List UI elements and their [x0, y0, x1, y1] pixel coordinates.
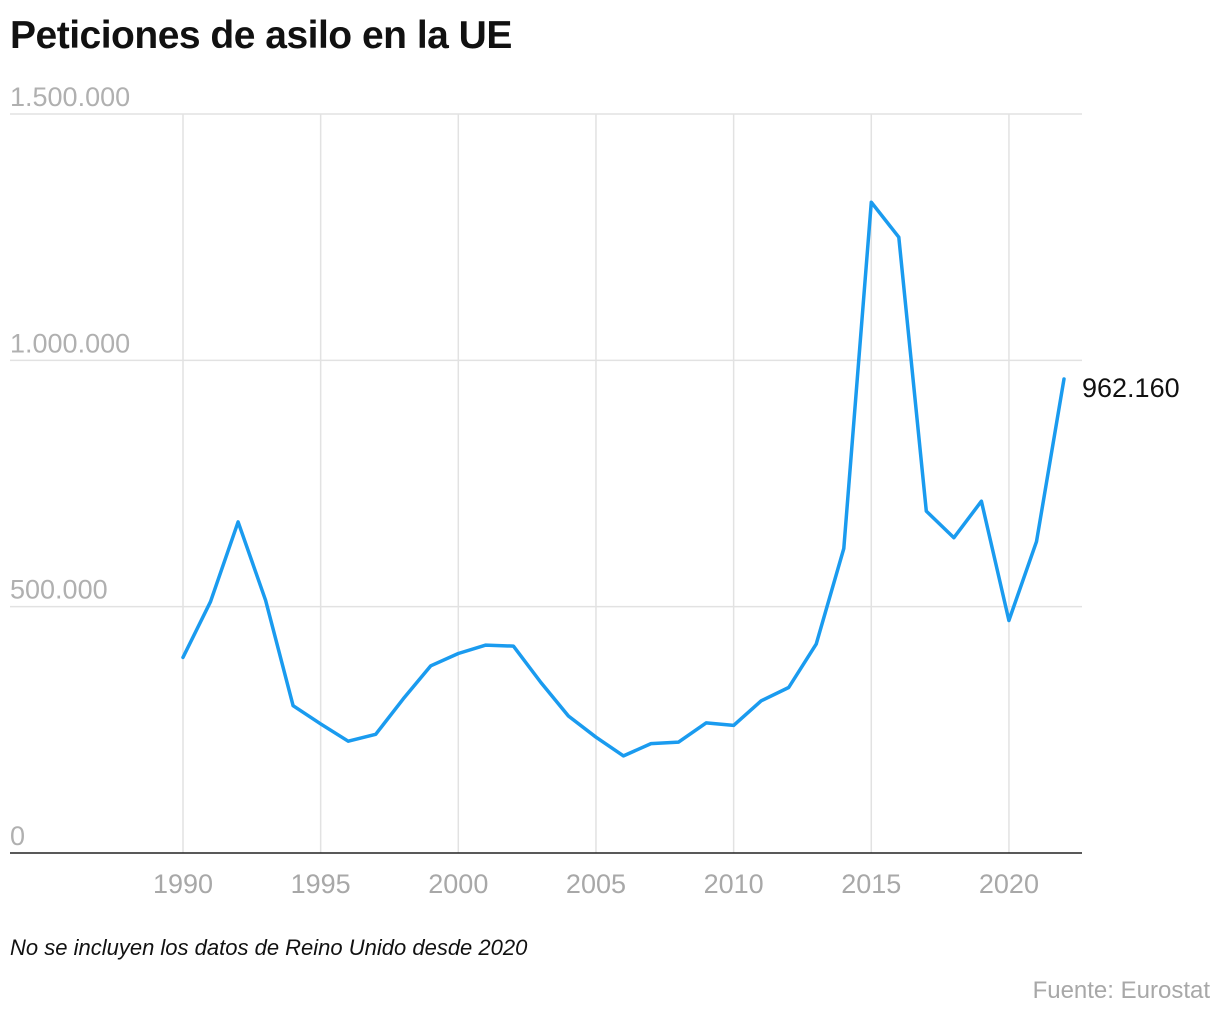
y-tick-label: 1.500.000 — [10, 82, 130, 112]
y-tick-label: 0 — [10, 821, 25, 851]
y-tick-label: 500.000 — [10, 575, 108, 605]
x-tick-label: 2015 — [841, 869, 901, 899]
y-axis-tick-labels: 0 500.000 1.000.000 1.500.000 — [10, 82, 130, 851]
x-tick-label: 1995 — [291, 869, 351, 899]
chart-title: Peticiones de asilo en la UE — [10, 14, 512, 57]
series-line-asylum-requests — [181, 200, 1066, 758]
end-value-label: 962.160 — [1082, 373, 1180, 403]
source-credit: Fuente: Eurostat — [1032, 977, 1210, 1004]
x-gridlines — [182, 114, 1010, 853]
footnote: No se incluyen los datos de Reino Unido … — [10, 935, 528, 960]
y-tick-label: 1.000.000 — [10, 328, 130, 358]
x-axis-tick-labels: 1990 1995 2000 2005 2010 2015 2020 — [153, 869, 1039, 899]
y-gridlines — [10, 113, 1082, 608]
x-tick-label: 2010 — [704, 869, 764, 899]
x-tick-label: 2005 — [566, 869, 626, 899]
x-tick-label: 2000 — [428, 869, 488, 899]
x-tick-label: 2020 — [979, 869, 1039, 899]
x-tick-label: 1990 — [153, 869, 213, 899]
